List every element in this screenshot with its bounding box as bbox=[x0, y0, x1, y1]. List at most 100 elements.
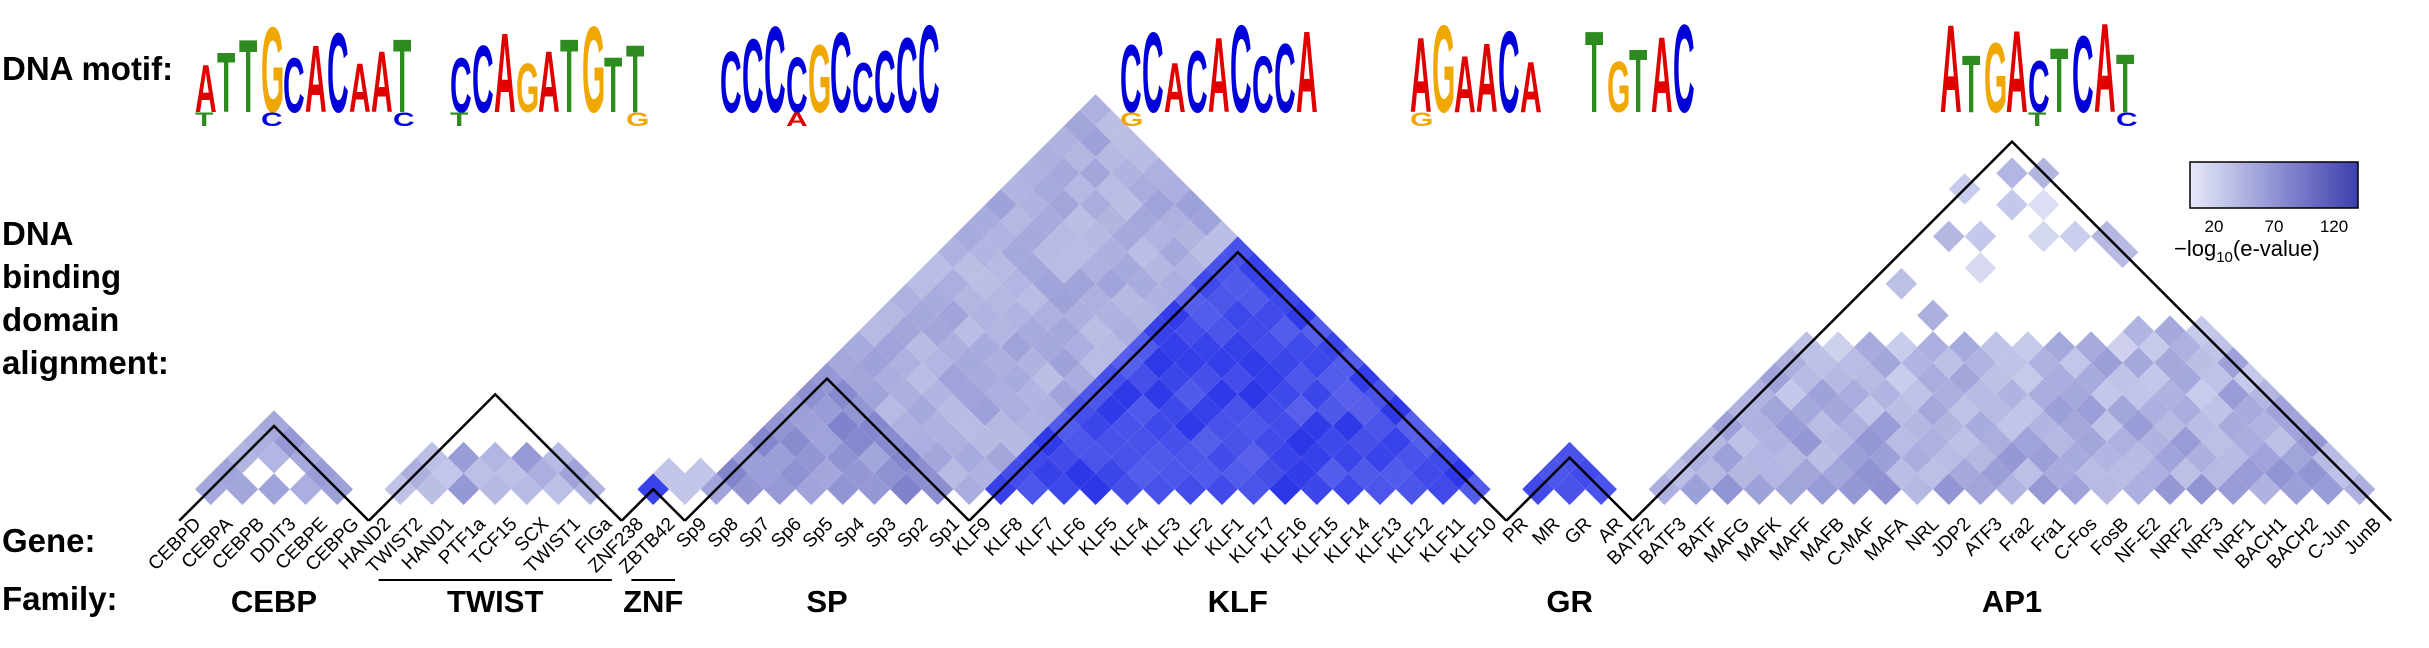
heatmap-cell bbox=[1680, 473, 1712, 505]
heatmap-cell bbox=[1854, 394, 1886, 426]
heatmap-cell bbox=[1222, 457, 1254, 490]
motif-letter: C bbox=[1230, 1, 1252, 140]
heatmap-cell bbox=[2217, 473, 2249, 505]
heatmap-cell bbox=[1269, 473, 1301, 505]
heatmap-cell bbox=[2027, 473, 2060, 505]
heatmap-cell bbox=[495, 457, 527, 490]
motif-letter: C bbox=[1186, 33, 1208, 132]
heatmap-cell bbox=[1095, 204, 1128, 237]
heatmap-cell bbox=[1222, 331, 1254, 363]
heatmap-cell bbox=[1111, 157, 1143, 189]
heatmap-cell bbox=[1964, 410, 1997, 442]
heatmap-cell bbox=[684, 457, 717, 490]
heatmap-cell bbox=[906, 362, 938, 395]
family-triangle-outline bbox=[683, 376, 971, 522]
heatmap-cell bbox=[2059, 347, 2091, 379]
heatmap-cell bbox=[1727, 457, 1760, 490]
heatmap-cell bbox=[1380, 457, 1412, 490]
family-label: AP1 bbox=[1982, 584, 2042, 619]
heatmap-cell bbox=[732, 473, 764, 505]
heatmap-cell bbox=[1111, 473, 1143, 505]
heatmap-cell bbox=[1143, 410, 1175, 442]
heatmap-cell bbox=[1222, 362, 1254, 395]
motif-letter: C bbox=[450, 43, 472, 129]
motif-logo: AT T T GC C A C A A TC bbox=[195, 2, 415, 138]
family-labels: CEBP TWIST ZNF SP KLF GR AP1 bbox=[231, 579, 2042, 619]
heatmap-cell bbox=[1933, 347, 1965, 379]
heatmap-cell bbox=[1869, 473, 1902, 505]
heatmap-cell bbox=[2249, 410, 2281, 442]
motif-letter: A bbox=[371, 33, 393, 131]
heatmap-cell bbox=[1064, 268, 1096, 300]
heatmap-cell bbox=[1174, 473, 1207, 505]
heatmap-cell bbox=[2201, 394, 2234, 426]
gene-labels: CEBPDCEBPACEBPBDDIT3CEBPECEBPGHAND2TWIST… bbox=[144, 513, 2386, 577]
motif-letter: T bbox=[1585, 7, 1603, 137]
motif-letter: A bbox=[2094, 0, 2116, 140]
heatmap-cell bbox=[795, 410, 827, 442]
heatmap-cell bbox=[2170, 394, 2202, 426]
motif-row-label: DNA motif: bbox=[2, 50, 173, 87]
legend-tick-70: 70 bbox=[2265, 217, 2284, 236]
heatmap-cell bbox=[1079, 189, 1112, 221]
motif-letter: C bbox=[283, 43, 305, 129]
heatmap-cell bbox=[937, 394, 970, 426]
heatmap-cell bbox=[1064, 110, 1096, 142]
heatmap-cell bbox=[2217, 410, 2249, 442]
motif-letter: A bbox=[1520, 47, 1542, 128]
heatmap-cell bbox=[874, 457, 906, 490]
heatmap-cell bbox=[1332, 473, 1365, 505]
heatmap-cell bbox=[748, 457, 780, 490]
motif-letter: C bbox=[472, 26, 494, 133]
heatmap-cell bbox=[1016, 347, 1049, 379]
heatmap-cell bbox=[969, 268, 1001, 300]
heatmap-cell bbox=[479, 473, 511, 505]
heatmap-cell bbox=[1332, 441, 1365, 474]
gene-label: GR bbox=[1561, 514, 1596, 549]
heatmap-cell bbox=[1016, 283, 1049, 316]
family-triangle-outline bbox=[1505, 455, 1634, 522]
color-legend: 20 70 120 −log10(e-value) bbox=[2174, 161, 2359, 266]
heatmap-cell bbox=[1064, 457, 1096, 490]
heatmap-cell bbox=[1032, 236, 1064, 268]
gene-label: Sp3 bbox=[862, 514, 901, 553]
heatmap-cell bbox=[1095, 141, 1128, 174]
heatmap-cell bbox=[2027, 410, 2060, 442]
gene-label: Sp2 bbox=[894, 514, 933, 553]
heatmap-cell bbox=[985, 189, 1017, 221]
motif-letter: A bbox=[305, 26, 327, 133]
motif-logo: CGC A C A C C C A bbox=[1120, 1, 1318, 140]
heatmap-cell bbox=[1253, 457, 1286, 490]
heatmap-cell bbox=[1095, 268, 1128, 300]
heatmap-cell bbox=[1301, 410, 1333, 442]
legend-title: −log10(e-value) bbox=[2174, 236, 2320, 266]
legend-tick-20: 20 bbox=[2205, 217, 2224, 236]
heatmap-cell bbox=[1143, 473, 1175, 505]
heatmap-cell bbox=[858, 378, 891, 411]
motif-letter: T bbox=[239, 20, 257, 135]
heatmap-cell bbox=[1048, 189, 1080, 221]
heatmap-cell bbox=[874, 299, 906, 332]
heatmap-cell bbox=[2233, 426, 2265, 458]
heatmap-cell bbox=[985, 410, 1017, 442]
heatmap-cell bbox=[1964, 473, 1997, 505]
heatmap-cell bbox=[1048, 473, 1080, 505]
heatmap-cell bbox=[2122, 473, 2155, 505]
heatmap-cell bbox=[1885, 426, 1918, 458]
heatmap-cell bbox=[2091, 378, 2123, 411]
gene-label: MR bbox=[1529, 514, 1565, 550]
heatmap-cell bbox=[511, 441, 543, 474]
heatmap-cell bbox=[1064, 362, 1096, 395]
heatmap-cell bbox=[985, 283, 1017, 316]
heatmap-cell bbox=[2027, 441, 2060, 474]
motif-letter: C bbox=[2028, 45, 2050, 127]
heatmap-cell bbox=[1064, 299, 1096, 332]
heatmap-cell bbox=[1885, 394, 1918, 426]
heatmap-cell bbox=[1806, 441, 1839, 474]
heatmap-cell bbox=[2201, 457, 2234, 490]
family-row-label: Family: bbox=[2, 580, 118, 617]
motif-letter: G bbox=[1410, 109, 1433, 130]
heatmap-cell bbox=[669, 473, 701, 505]
heatmap-cell bbox=[811, 457, 843, 490]
